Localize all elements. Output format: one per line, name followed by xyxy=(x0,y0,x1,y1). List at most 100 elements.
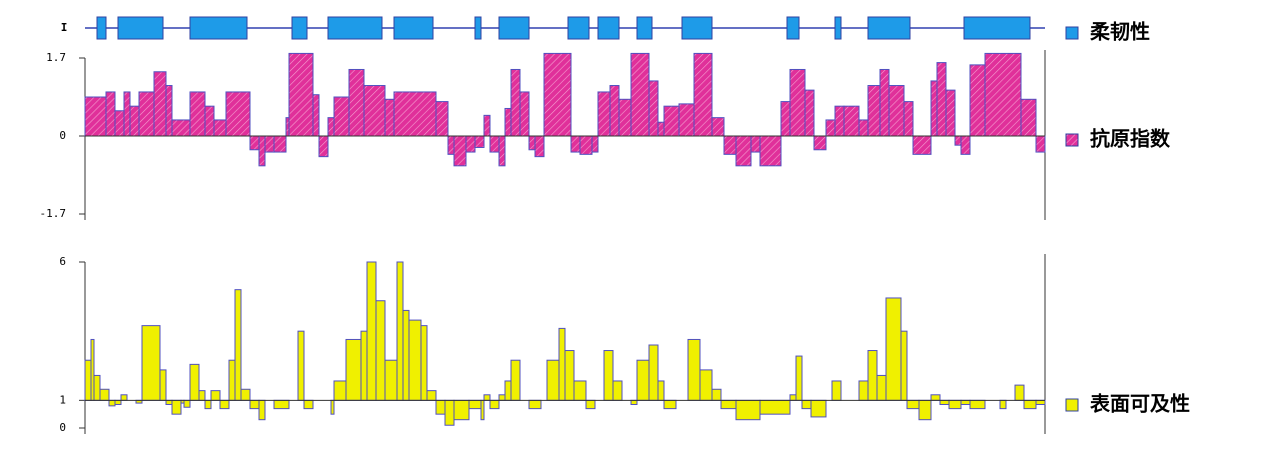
step-bar xyxy=(657,121,665,137)
step-bar xyxy=(474,135,485,148)
legend-swatch xyxy=(1065,398,1079,412)
region xyxy=(498,16,530,40)
step-bar xyxy=(969,64,986,137)
step-bar xyxy=(360,330,368,401)
step-bar xyxy=(138,91,155,137)
step-bar xyxy=(687,338,701,401)
region xyxy=(963,16,1031,40)
step-bar xyxy=(630,52,650,137)
step-bar xyxy=(318,135,329,158)
step-bar xyxy=(504,380,512,401)
y-tick-label: 1 xyxy=(59,393,66,406)
step-bar xyxy=(153,71,167,137)
step-bar xyxy=(312,94,320,137)
step-bar xyxy=(597,91,611,137)
step-bar xyxy=(93,374,101,401)
step-bar xyxy=(366,261,377,401)
step-bar xyxy=(498,394,506,401)
step-bar xyxy=(453,399,470,421)
step-bar xyxy=(273,135,287,153)
step-bar xyxy=(384,359,398,401)
step-bar xyxy=(912,135,932,155)
region xyxy=(117,16,164,40)
step-bar xyxy=(240,388,251,401)
step-bar xyxy=(1023,399,1037,410)
step-bar xyxy=(333,380,347,401)
y-tick-label: 1.7 xyxy=(46,51,66,64)
step-bar xyxy=(348,68,365,137)
step-bar xyxy=(1014,384,1025,401)
step-bar xyxy=(636,359,650,401)
step-bar xyxy=(189,91,206,137)
step-bar xyxy=(789,68,806,137)
step-bar xyxy=(888,85,905,137)
step-bar xyxy=(129,105,140,137)
step-bar xyxy=(393,91,437,137)
step-bar xyxy=(663,399,677,410)
step-bar xyxy=(543,52,572,137)
region xyxy=(567,16,590,40)
step-bar xyxy=(528,399,542,410)
step-bar xyxy=(213,119,227,137)
step-bar xyxy=(375,300,386,401)
region xyxy=(393,16,434,40)
step-bar xyxy=(141,325,161,401)
y-tick-label: 0 xyxy=(59,421,66,434)
step-bar xyxy=(480,399,485,421)
step-bar xyxy=(876,374,887,401)
step-bar xyxy=(558,327,566,401)
step-bar xyxy=(84,359,92,401)
step-bar xyxy=(630,399,638,405)
step-bar xyxy=(204,105,215,137)
step-bar xyxy=(510,68,521,137)
legend-label: 抗原指数 xyxy=(1090,127,1171,151)
step-bar xyxy=(843,105,860,137)
step-bar xyxy=(105,91,116,137)
legend-swatch xyxy=(1065,26,1079,40)
step-bar xyxy=(327,117,335,137)
step-bar xyxy=(759,399,791,415)
step-bar xyxy=(954,135,962,146)
step-bar xyxy=(114,110,125,137)
step-bar xyxy=(723,135,737,155)
step-bar xyxy=(183,399,191,408)
step-bar xyxy=(288,52,314,137)
step-bar xyxy=(900,330,908,401)
step-bar xyxy=(330,399,335,415)
step-bar xyxy=(795,355,803,401)
step-bar xyxy=(204,399,212,410)
step-bar xyxy=(618,98,632,137)
step-bar xyxy=(867,85,881,137)
step-bar xyxy=(228,359,236,401)
region xyxy=(291,16,308,40)
region xyxy=(681,16,713,40)
step-bar xyxy=(663,105,680,137)
step-bar xyxy=(750,135,761,153)
step-bar xyxy=(123,91,131,137)
step-bar xyxy=(258,399,266,421)
legend-swatch xyxy=(1065,133,1079,147)
step-bar xyxy=(264,135,275,153)
step-bar xyxy=(345,338,362,401)
step-bar xyxy=(789,394,797,401)
legend-label: 表面可及性 xyxy=(1090,392,1190,416)
step-bar xyxy=(759,135,782,167)
step-bar xyxy=(483,394,491,401)
step-bar xyxy=(189,363,200,401)
step-bar xyxy=(609,85,620,137)
step-bar xyxy=(585,399,596,410)
step-bar xyxy=(573,380,587,401)
region xyxy=(867,16,911,40)
step-bar xyxy=(249,135,260,151)
step-bar xyxy=(363,85,386,137)
step-bar xyxy=(999,399,1007,410)
step-bar xyxy=(171,119,191,137)
region xyxy=(597,16,620,40)
step-bar xyxy=(210,390,221,401)
step-bar xyxy=(591,135,599,153)
step-bar xyxy=(504,107,512,137)
step-bar xyxy=(249,399,260,410)
step-bar xyxy=(858,119,869,137)
step-bar xyxy=(498,135,506,167)
